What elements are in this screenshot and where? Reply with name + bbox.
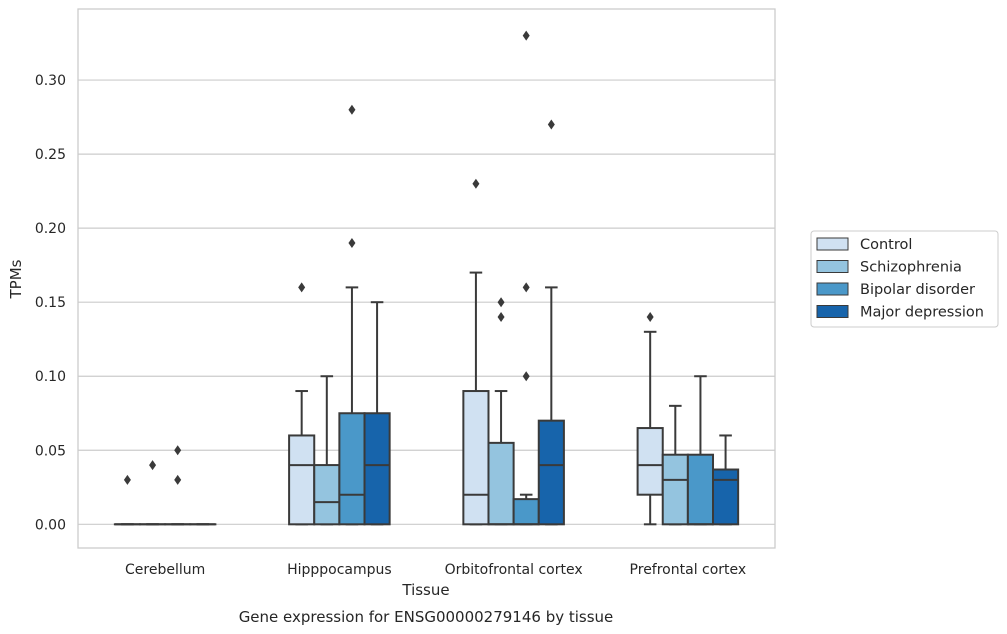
legend: Control Schizophrenia Bipolar disorder Majo… xyxy=(810,230,999,328)
y-tick-label: 0.00 xyxy=(35,517,66,533)
outlier-point xyxy=(348,237,356,248)
outlier-point xyxy=(646,312,654,322)
box-body xyxy=(661,453,689,526)
outlier-point xyxy=(472,178,480,189)
legend-frame xyxy=(810,230,999,328)
box-body xyxy=(288,434,316,526)
box-body xyxy=(636,427,664,496)
outlier-point xyxy=(174,445,182,456)
box-body xyxy=(712,468,740,526)
box-schizophrenia xyxy=(661,404,689,526)
outlier-point xyxy=(123,474,131,485)
box-body xyxy=(462,390,490,526)
box-control xyxy=(636,312,664,526)
x-tick-label: Prefrontal cortex xyxy=(630,562,747,578)
box-body xyxy=(537,419,565,526)
legend-label: Bipolar disorder xyxy=(860,282,975,298)
outlier-point xyxy=(348,104,356,115)
outlier-point xyxy=(149,460,157,471)
outlier-point xyxy=(522,30,530,41)
outlier-point xyxy=(174,474,182,485)
outlier-point xyxy=(298,282,306,293)
box-bipolar-disorder xyxy=(512,30,540,526)
legend-swatch xyxy=(816,237,849,251)
y-tick-label: 0.25 xyxy=(35,147,66,163)
y-axis-title: TPMs xyxy=(7,259,25,299)
box-bipolar-disorder xyxy=(164,445,192,526)
legend-swatch xyxy=(816,305,849,318)
boxes xyxy=(113,30,740,526)
legend-label: Schizophrenia xyxy=(860,260,962,276)
x-tick-label: Orbitofrontal cortex xyxy=(445,562,583,578)
x-tick-label: Cerebellum xyxy=(125,562,205,578)
x-axis-title: Tissue xyxy=(401,581,449,599)
outlier-point xyxy=(547,119,555,130)
outlier-point xyxy=(497,312,505,322)
y-tick-label: 0.05 xyxy=(35,443,66,459)
x-tick-label: Hipppocampus xyxy=(287,562,392,578)
box-control xyxy=(288,282,316,526)
box-major-depression xyxy=(712,434,740,526)
box-control xyxy=(462,178,490,526)
y-tick-label: 0.15 xyxy=(35,295,66,311)
box-major-depression xyxy=(537,119,565,526)
box-body xyxy=(313,464,341,526)
legend-label: Control xyxy=(860,237,912,253)
box-body xyxy=(487,441,515,526)
outlier-point xyxy=(522,371,530,382)
box-body xyxy=(512,498,540,526)
outlier-point xyxy=(522,282,530,293)
outlier-point xyxy=(497,297,505,308)
box-body xyxy=(338,412,366,526)
box-schizophrenia xyxy=(487,297,515,526)
y-tick-label: 0.20 xyxy=(35,221,66,237)
box-body xyxy=(363,412,391,526)
chart-caption: Gene expression for ENSG00000279146 by t… xyxy=(239,608,614,626)
legend-label: Major depression xyxy=(860,305,984,321)
plot-area-frame xyxy=(77,8,776,549)
y-tick-label: 0.10 xyxy=(35,369,66,385)
x-tick-labels: Cerebellum Hipppocampus Orbitofrontal cort… xyxy=(125,562,746,578)
y-tick-label: 0.30 xyxy=(35,73,66,89)
legend-swatch xyxy=(816,260,849,273)
box-body xyxy=(686,453,715,526)
box-major-depression xyxy=(363,301,391,526)
y-tick-labels: 0.00 0.05 0.10 0.15 0.20 0.25 0.30 xyxy=(35,73,66,533)
box-bipolar-disorder xyxy=(338,104,366,526)
legend-swatch xyxy=(816,282,849,296)
